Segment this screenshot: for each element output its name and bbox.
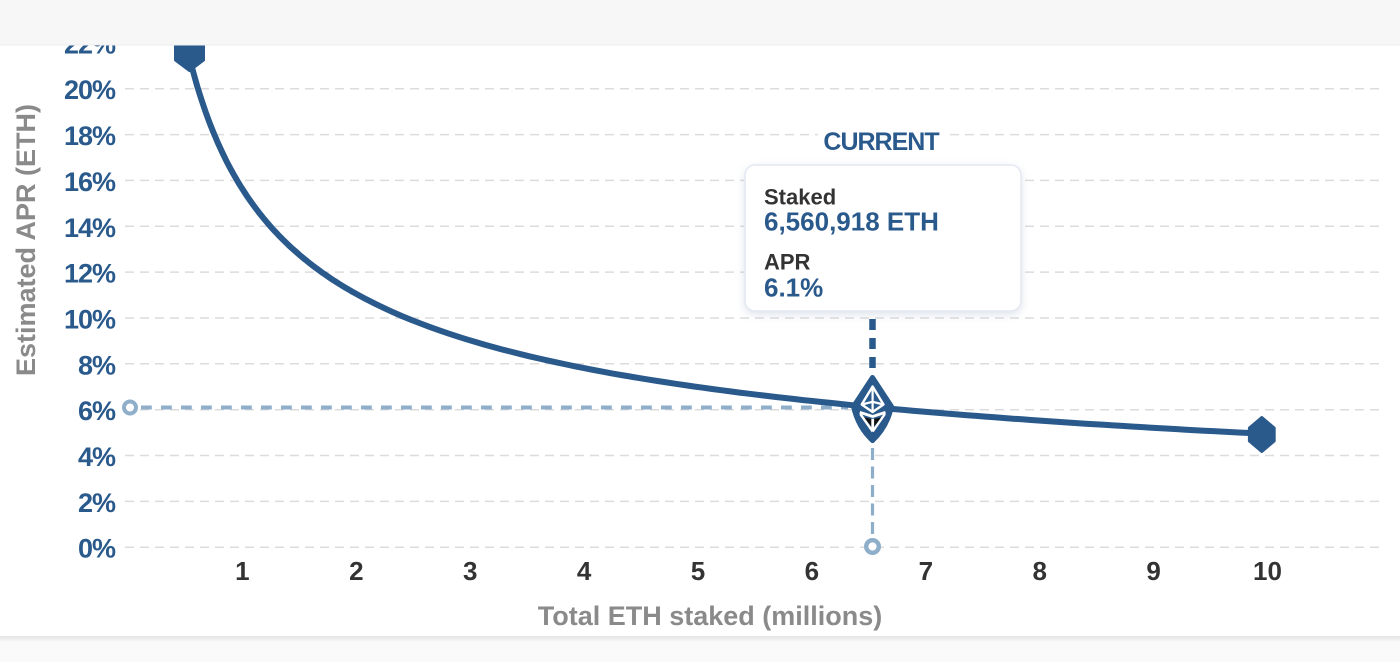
svg-text:Estimated APR (ETH): Estimated APR (ETH) — [11, 104, 41, 376]
svg-text:0%: 0% — [78, 534, 116, 564]
svg-text:Staked: Staked — [764, 185, 836, 210]
svg-text:2%: 2% — [78, 488, 116, 518]
svg-text:6: 6 — [805, 556, 819, 586]
svg-text:Total ETH staked (millions): Total ETH staked (millions) — [538, 601, 883, 631]
svg-text:4%: 4% — [78, 442, 116, 472]
svg-text:12%: 12% — [64, 259, 116, 289]
svg-text:8: 8 — [1032, 556, 1046, 586]
svg-text:16%: 16% — [64, 167, 116, 197]
svg-text:7: 7 — [919, 556, 933, 586]
svg-text:CURRENT: CURRENT — [823, 128, 939, 156]
svg-text:6.1%: 6.1% — [764, 273, 823, 303]
svg-text:1: 1 — [235, 556, 249, 586]
svg-text:6,560,918 ETH: 6,560,918 ETH — [764, 207, 939, 237]
svg-text:6%: 6% — [78, 396, 116, 426]
svg-text:APR: APR — [764, 250, 811, 275]
svg-text:10: 10 — [1253, 556, 1282, 586]
svg-text:18%: 18% — [64, 121, 116, 151]
svg-text:2: 2 — [349, 556, 363, 586]
svg-text:9: 9 — [1146, 556, 1160, 586]
svg-text:4: 4 — [577, 556, 592, 586]
svg-text:14%: 14% — [64, 213, 116, 243]
svg-text:8%: 8% — [78, 350, 116, 380]
svg-text:3: 3 — [463, 556, 477, 586]
svg-text:10%: 10% — [64, 305, 116, 335]
svg-text:20%: 20% — [64, 75, 116, 105]
svg-text:5: 5 — [691, 556, 705, 586]
